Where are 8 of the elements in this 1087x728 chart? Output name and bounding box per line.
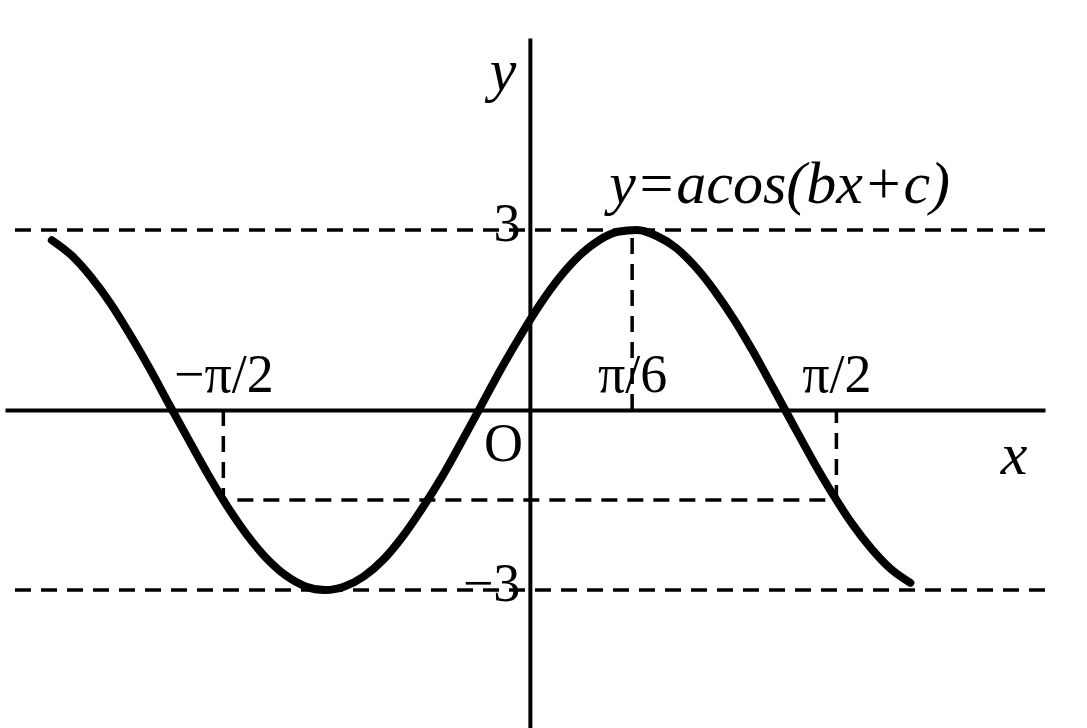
- series-label: y=acos(bx+c): [603, 150, 951, 216]
- annotation: O: [483, 413, 523, 473]
- x-axis-title: x: [999, 420, 1028, 487]
- y-axis-title: y: [483, 36, 517, 103]
- x-tick-label: π/2: [802, 343, 872, 404]
- x-tick-label: −π/2: [173, 343, 274, 404]
- y-tick-label: 3: [493, 192, 521, 253]
- x-tick-label: π/6: [597, 343, 668, 404]
